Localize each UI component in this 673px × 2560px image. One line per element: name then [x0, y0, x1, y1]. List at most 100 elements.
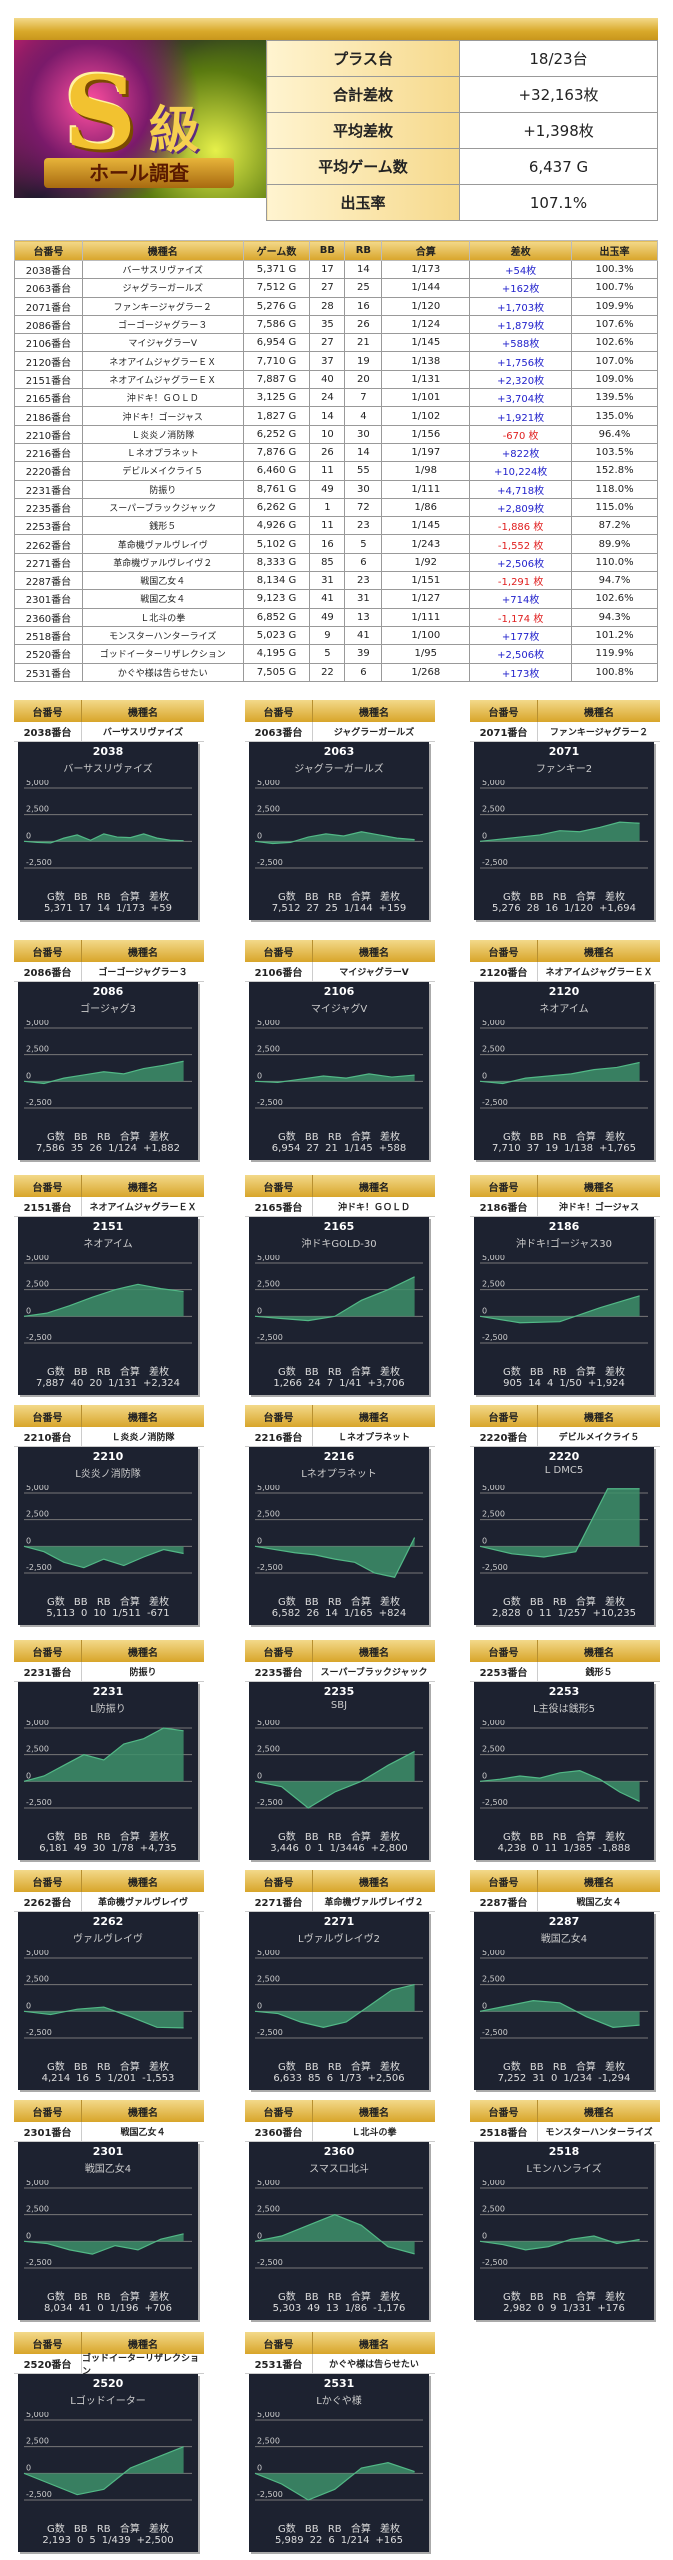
stats-values: 7,887 40 20 1/131 +2,324: [18, 1378, 198, 1389]
stats-label: 差枚: [380, 1832, 401, 1843]
stats-value: 6: [326, 2073, 334, 2084]
card-header: 台番号 機種名: [245, 2332, 435, 2354]
slump-graph: 5,000 2,500 0 -2,500: [23, 1255, 192, 1344]
stats-label: BB: [529, 892, 544, 903]
machine-card: 台番号 機種名 2518番台 モンスターハンターライズ 2518 Lモンハンライズ 5,00…: [470, 2100, 660, 2322]
y-tick-label: 0: [26, 2463, 31, 2472]
card-no-label: 台番号: [470, 2100, 538, 2122]
card-machine-no: 2071番台: [470, 722, 538, 741]
summary-value: +32,163枚: [459, 76, 658, 113]
card-header: 台番号 機種名: [470, 1405, 660, 1427]
stats-value: 5,371: [43, 903, 73, 914]
graph-title-number: 2165: [323, 1220, 355, 1233]
table-cell: 25: [344, 278, 383, 298]
stats-value: 28: [526, 903, 540, 914]
stats-value: 1/124: [108, 1143, 137, 1154]
y-tick-label: -2,500: [257, 2028, 283, 2037]
stats-values: 6,954 27 21 1/145 +588: [249, 1143, 429, 1154]
slump-graph: 5,000 2,500 0 -2,500: [254, 1255, 423, 1344]
machine-card: 台番号 機種名 2038番台 バーサスリヴァイズ 2038 バーサスリヴァイズ 5,000 2…: [14, 700, 204, 922]
stats-value: 1/50: [559, 1378, 582, 1389]
table-cell: +2,320枚: [469, 369, 573, 390]
table-cell: 94.3%: [571, 607, 658, 627]
stats-value: 35: [70, 1143, 84, 1154]
stats-value: +824: [378, 1608, 407, 1619]
y-tick-label: 5,000: [26, 2412, 49, 2419]
stats-value: 6,181: [39, 1843, 68, 1854]
table-cell: 26: [344, 314, 383, 335]
stats-value: 14: [528, 1378, 541, 1389]
card-no-label: 台番号: [245, 2100, 313, 2122]
graph-title-number: 2151: [92, 1220, 124, 1233]
card-machine-no: 2231番台: [14, 1662, 82, 1681]
card-no-label: 台番号: [470, 1870, 538, 1892]
stats-labels: G数 BB RB 合算 差枚: [18, 1828, 198, 1843]
table-cell: 96.4%: [571, 424, 658, 444]
card-machine-name: ファンキージャグラー２: [549, 728, 649, 738]
results-table: 台番号 機種名 ゲーム数 BB RB 合算 差枚 出玉率 2038番台 バーサスリヴァイズ 5,37…: [14, 240, 658, 682]
card-header: 台番号 機種名: [245, 2100, 435, 2122]
stats-value: -1,888: [598, 1843, 631, 1854]
card-info-row: 2038番台 バーサスリヴァイズ: [14, 722, 204, 742]
stats-value: 27: [306, 1143, 320, 1154]
stats-value: 26: [306, 1608, 320, 1619]
stats-values: 5,303 49 13 1/86 -1,176: [249, 2303, 429, 2314]
graph-area: [480, 2000, 640, 2028]
slump-graph: 5,000 2,500 0 -2,500: [479, 780, 648, 869]
table-cell: 6: [344, 662, 383, 682]
stats-label: RB: [552, 1832, 567, 1843]
stats-label: 合算: [575, 2062, 596, 2073]
stats-label: G数: [502, 892, 521, 903]
card-machine-name: ネオアイムジャグラーＥＸ: [545, 968, 653, 978]
y-tick-label: -2,500: [482, 2028, 508, 2037]
graph-line: [479, 1061, 640, 1085]
stats-value: 1/234: [563, 2073, 593, 2084]
card-no-label: 台番号: [245, 2332, 313, 2354]
table-cell: 30: [344, 424, 383, 444]
y-tick-label: 0: [26, 1536, 31, 1545]
table-row: 2271番台 革命機ヴァルヴレイヴ２ 8,333 G 85 6 1/92 +2,506枚 11…: [14, 552, 658, 573]
table-cell: 5,371 G: [242, 259, 311, 280]
table-cell: 55: [344, 461, 383, 481]
table-cell: 35: [309, 314, 346, 335]
machine-card: 台番号 機種名 2253番台 銭形５ 2253 L主役は銭形5 5,000 2,500 0 -2,…: [470, 1640, 660, 1862]
stats-label: RB: [96, 1832, 111, 1843]
machine-card: 台番号 機種名 2086番台 ゴーゴージャグラー３ 2086 ゴージャグ3 5,000 2,5…: [14, 940, 204, 1162]
stats-value: 7,252: [497, 2073, 527, 2084]
card-name-label: 機種名: [584, 1647, 614, 1659]
table-cell: 7,586 G: [242, 314, 311, 335]
table-cell: 2186番台: [14, 406, 83, 426]
table-cell: 2531番台: [14, 662, 83, 682]
card-name-label: 機種名: [584, 947, 614, 959]
stats-labels: G数 BB RB 合算 差枚: [18, 2520, 198, 2535]
stats-label: 差枚: [149, 1832, 170, 1843]
graph-line: [254, 1984, 415, 2028]
table-cell: -1,174 枚: [469, 607, 573, 627]
y-tick-label: 2,500: [482, 1745, 505, 1754]
table-cell: 1/120: [381, 296, 471, 316]
stats-label: 合算: [575, 1597, 596, 1608]
stats-label: G数: [277, 1832, 296, 1843]
stats-label: BB: [529, 2292, 544, 2303]
card-header: 台番号 機種名: [470, 1870, 660, 1892]
table-cell: 6,460 G: [242, 461, 311, 481]
slump-graph: 5,000 2,500 0 -2,500: [254, 1720, 423, 1809]
stats-value: 1/73: [339, 2073, 362, 2084]
y-tick-label: 5,000: [26, 1020, 49, 1027]
y-tick-label: -2,500: [26, 1798, 52, 1807]
card-name-label: 機種名: [359, 1182, 389, 1194]
table-cell: 14: [344, 259, 383, 280]
card-name-label: 機種名: [128, 947, 158, 959]
column-header: 機種名: [81, 240, 244, 261]
stats-label: 合算: [350, 1832, 371, 1843]
slump-graph: 5,000 2,500 0 -2,500: [23, 1950, 192, 2039]
stats-label: BB: [73, 1597, 88, 1608]
card-header: 台番号 機種名: [14, 2332, 204, 2354]
stats-value: 24: [308, 1378, 321, 1389]
stats-values: 6,181 49 30 1/78 +4,735: [18, 1843, 198, 1854]
graph-panel: 2271 Lヴァルヴレイヴ2 5,000 2,500 0 -2,500 G数 BB RB 合…: [249, 1912, 429, 2090]
stats-label: BB: [73, 1367, 88, 1378]
graph-panel: 2531 Lかぐや様 5,000 2,500 0 -2,500 G数 BB RB 合算 差枚…: [249, 2374, 429, 2552]
card-header: 台番号 機種名: [470, 1175, 660, 1197]
table-row: 2165番台 沖ドキ！ＧＯＬＤ 3,125 G 24 7 1/101 +3,704枚 139.…: [14, 388, 658, 408]
